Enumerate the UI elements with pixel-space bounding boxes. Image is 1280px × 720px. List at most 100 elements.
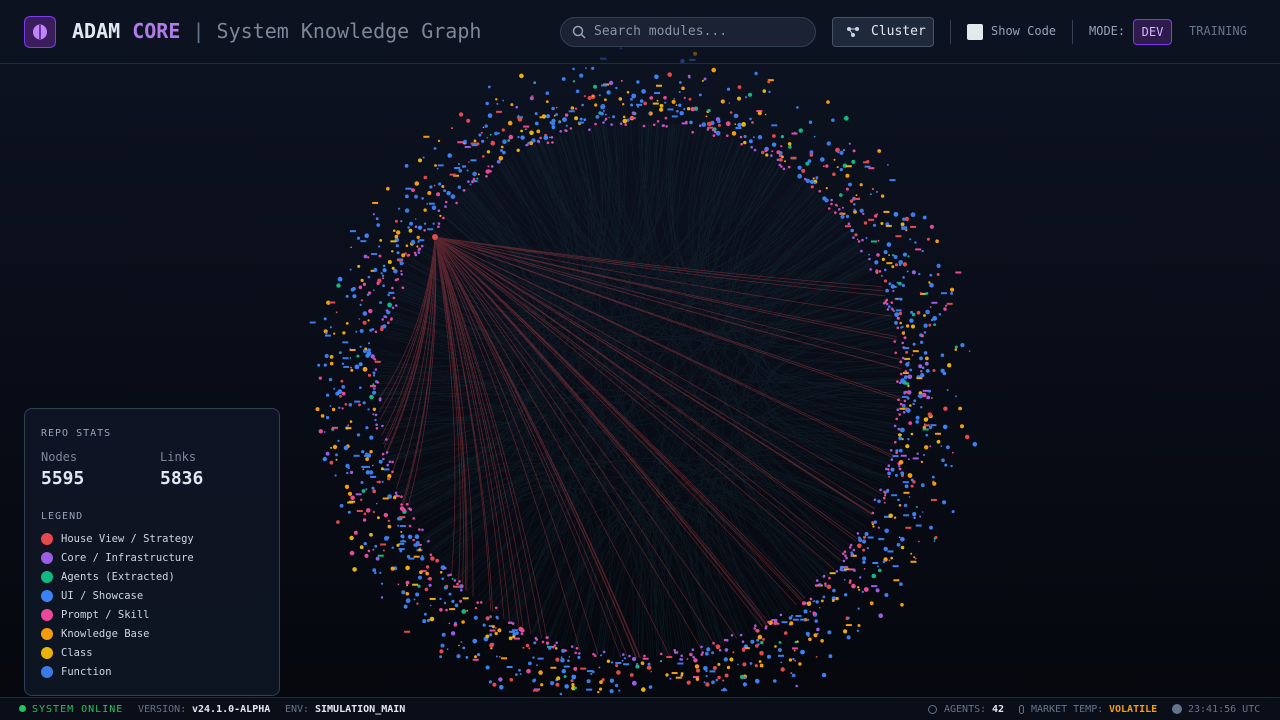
graph-node — [363, 512, 367, 516]
graph-node — [600, 104, 606, 109]
graph-node — [845, 173, 850, 178]
mode-dev[interactable]: DEV — [1133, 19, 1172, 45]
graph-node — [737, 122, 742, 128]
graph-node — [876, 213, 879, 216]
graph-node — [427, 191, 432, 195]
rim-node — [827, 207, 831, 210]
rim-node — [845, 556, 848, 560]
rim-node — [890, 301, 894, 304]
graph-node — [572, 67, 575, 71]
legend-label: Agents (Extracted) — [61, 571, 175, 583]
graph-node — [912, 342, 916, 346]
graph-node — [717, 675, 721, 680]
graph-node — [354, 400, 361, 403]
rim-node — [375, 423, 378, 427]
graph-node — [888, 254, 890, 257]
graph-node — [623, 663, 630, 666]
graph-node — [690, 107, 695, 112]
graph-node — [515, 631, 519, 635]
search-box[interactable]: Search modules... — [560, 17, 816, 47]
rim-node — [830, 202, 833, 206]
rim-node — [753, 627, 756, 630]
graph-node — [349, 349, 356, 352]
rim-node — [834, 211, 837, 214]
graph-node — [752, 136, 755, 139]
graph-node — [635, 664, 640, 669]
graph-node — [659, 107, 664, 112]
graph-node — [950, 292, 953, 295]
rim-node — [385, 451, 389, 454]
status: SYSTEM ONLINE — [32, 704, 124, 715]
rim-node — [901, 341, 904, 345]
graph-node — [427, 228, 434, 231]
rim-node — [594, 122, 597, 126]
graph-node — [462, 597, 469, 600]
graph-node — [399, 516, 406, 519]
stats-panel: REPO STATS Nodes 5595 Links 5836 LEGEND … — [24, 408, 280, 696]
graph-node — [826, 584, 832, 590]
graph-node — [871, 585, 878, 588]
graph-node — [601, 678, 605, 682]
graph-node — [405, 565, 410, 571]
graph-node — [796, 106, 799, 109]
graph-node — [361, 489, 366, 493]
mode-training[interactable]: TRAINING — [1189, 24, 1247, 38]
rim-node — [389, 318, 393, 321]
graph-node — [816, 627, 820, 632]
graph-node — [339, 394, 342, 398]
graph-node — [578, 121, 585, 124]
rim-node — [712, 134, 716, 137]
graph-node — [534, 121, 539, 126]
graph-node — [756, 109, 763, 112]
graph-node — [354, 364, 360, 370]
rim-node — [884, 300, 888, 303]
graph-node — [801, 168, 806, 173]
graph-node — [623, 657, 627, 660]
graph-node — [804, 601, 807, 605]
graph-node — [845, 214, 850, 219]
graph-node — [923, 331, 927, 334]
graph-node — [334, 474, 337, 477]
graph-node — [901, 283, 906, 288]
graph-node — [379, 239, 383, 242]
rim-node — [706, 128, 710, 131]
show-code-label[interactable]: Show Code — [991, 24, 1057, 38]
graph-node — [919, 291, 922, 294]
graph-node — [807, 159, 812, 164]
graph-node — [880, 194, 885, 198]
graph-node — [869, 601, 874, 606]
graph-node — [362, 468, 365, 471]
graph-node — [748, 92, 753, 97]
graph-node — [911, 324, 915, 329]
graph-node — [574, 107, 578, 110]
rim-node — [753, 148, 757, 152]
graph-node — [888, 282, 892, 286]
graph-node — [918, 540, 920, 543]
graph-node — [923, 454, 925, 456]
graph-node — [323, 363, 327, 367]
graph-node — [654, 92, 661, 95]
graph-node — [405, 580, 410, 585]
legend-label: UI / Showcase — [61, 590, 144, 602]
graph-node — [731, 131, 737, 136]
graph-node — [772, 134, 776, 138]
rim-node — [730, 634, 734, 637]
cluster-button[interactable]: Cluster — [832, 17, 934, 47]
show-code-checkbox[interactable] — [967, 24, 983, 40]
version-label: VERSION: — [138, 704, 187, 715]
graph-node — [932, 316, 938, 321]
graph-node — [548, 646, 552, 650]
graph-node — [365, 508, 371, 513]
graph-node — [594, 103, 598, 107]
graph-node — [339, 503, 344, 508]
rim-node — [897, 398, 900, 402]
rim-node — [429, 553, 433, 556]
graph-node — [349, 230, 356, 233]
graph-node — [934, 535, 938, 539]
graph-node — [398, 259, 401, 262]
graph-node — [369, 435, 374, 440]
graph-node — [666, 656, 673, 659]
graph-node — [871, 187, 875, 191]
graph-node — [757, 643, 760, 646]
graph-node — [686, 658, 689, 660]
